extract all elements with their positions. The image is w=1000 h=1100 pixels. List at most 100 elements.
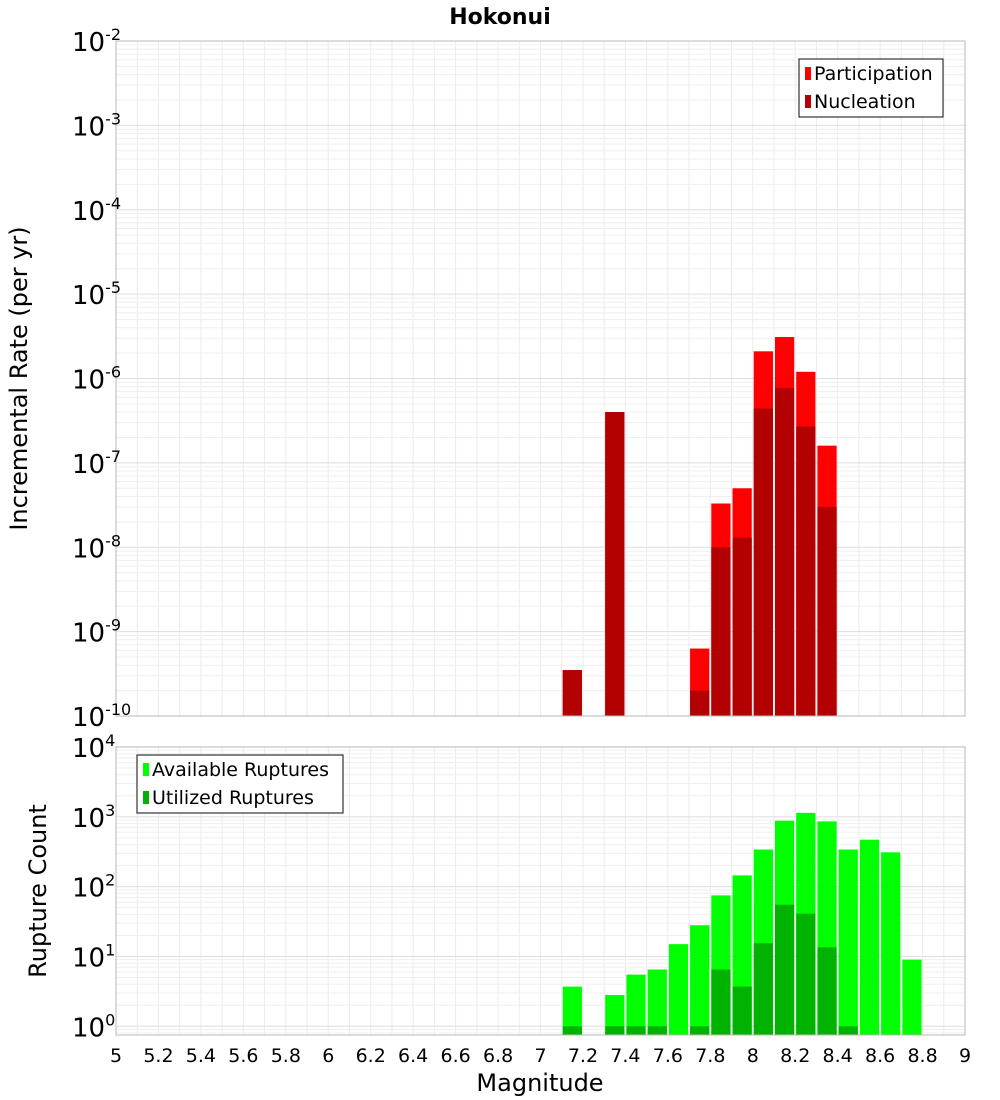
bottom-bar-available-ruptures (902, 959, 922, 1035)
top-bar-nucleation (562, 670, 582, 716)
bottom-bar-utilized-ruptures (626, 1026, 646, 1035)
x-tick-label: 8.6 (865, 1045, 895, 1067)
bottom-y-tick-label-exponent: 4 (105, 731, 115, 750)
bottom-y-tick-label-base: 10 (72, 874, 105, 904)
bottom-bar-utilized-ruptures (711, 969, 731, 1035)
bottom-y-tick-label: 104 (72, 731, 115, 764)
x-tick-label: 8 (747, 1045, 759, 1067)
top-bar-nucleation (732, 537, 752, 716)
bottom-legend-label: Available Ruptures (152, 759, 329, 781)
x-tick-label: 5.8 (271, 1045, 301, 1067)
x-tick-label: 7.2 (568, 1045, 598, 1067)
bottom-bar-available-ruptures (647, 969, 667, 1035)
x-axis-label: Magnitude (476, 1069, 603, 1097)
bottom-bar-utilized-ruptures (774, 904, 795, 1035)
x-tick-label: 6.2 (356, 1045, 386, 1067)
x-tick-label: 8.8 (907, 1045, 937, 1067)
bottom-bar-utilized-ruptures (753, 943, 773, 1035)
bottom-y-tick-label: 102 (72, 871, 115, 904)
top-y-tick-label-base: 10 (72, 619, 105, 649)
top-y-tick-label-base: 10 (72, 366, 105, 396)
top-y-tick-label-exponent: -4 (105, 194, 121, 213)
x-tick-label: 7.4 (610, 1045, 640, 1067)
x-tick-label: 5.6 (228, 1045, 258, 1067)
x-tick-label: 9 (959, 1045, 971, 1067)
top-bar-nucleation (774, 388, 795, 716)
x-tick-label: 6 (322, 1045, 334, 1067)
top-y-tick-label: 10-7 (72, 447, 121, 480)
top-y-tick-label-exponent: -5 (105, 278, 121, 297)
bottom-bar-utilized-ruptures (562, 1026, 582, 1035)
bottom-y-tick-label: 103 (72, 801, 115, 834)
top-y-tick-label-exponent: -9 (105, 616, 121, 635)
top-plot-frame (115, 40, 966, 717)
top-bar-nucleation (711, 547, 731, 716)
top-y-tick-label-base: 10 (72, 450, 105, 480)
bottom-bar-utilized-ruptures (796, 913, 816, 1035)
bottom-bar-available-ruptures (668, 944, 689, 1035)
top-y-tick-label-base: 10 (72, 703, 105, 733)
bottom-y-axis-label: Rupture Count (24, 804, 52, 978)
top-y-tick-label-base: 10 (72, 197, 105, 227)
top-legend-box (798, 58, 944, 118)
bottom-bar-available-ruptures (859, 839, 880, 1035)
top-y-tick-label-exponent: -7 (105, 447, 121, 466)
bottom-legend-box (136, 754, 344, 814)
bottom-bar-utilized-ruptures (690, 1026, 710, 1035)
bottom-bar-available-ruptures (626, 974, 646, 1035)
top-y-tick-label: 10-10 (72, 700, 131, 733)
bottom-y-tick-label-base: 10 (72, 1013, 105, 1043)
top-y-tick-label-exponent: -6 (105, 363, 121, 382)
x-tick-label: 8.2 (780, 1045, 810, 1067)
top-bar-nucleation (753, 408, 773, 716)
x-tick-label: 6.8 (483, 1045, 513, 1067)
top-bar-nucleation (690, 690, 710, 716)
top-y-tick-label-base: 10 (72, 112, 105, 142)
bottom-bar-utilized-ruptures (647, 1026, 667, 1035)
top-y-tick-label-exponent: -10 (105, 700, 131, 719)
top-y-tick-label: 10-6 (72, 363, 121, 396)
bottom-bar-available-ruptures (838, 849, 858, 1035)
bottom-bar-available-ruptures (881, 852, 901, 1035)
top-y-tick-label: 10-4 (72, 194, 121, 227)
top-y-tick-label: 10-3 (72, 109, 121, 142)
top-bar-nucleation (796, 426, 816, 716)
bottom-y-tick-label-base: 10 (72, 734, 105, 764)
x-tick-label: 5.2 (143, 1045, 173, 1067)
top-y-tick-label-exponent: -2 (105, 25, 121, 44)
top-legend-label: Participation (814, 63, 933, 85)
bottom-y-tick-label: 100 (72, 1010, 115, 1043)
bottom-y-tick-label-exponent: 0 (105, 1010, 115, 1029)
bottom-y-tick-label-exponent: 2 (105, 871, 115, 890)
top-bar-nucleation (817, 506, 837, 716)
top-y-tick-label-base: 10 (72, 534, 105, 564)
chart-title: Hokonui (449, 5, 551, 30)
bottom-bar-utilized-ruptures (605, 1026, 625, 1035)
bottom-bar-available-ruptures (605, 995, 625, 1035)
bottom-y-tick-label: 101 (72, 940, 115, 973)
top-legend-swatch (805, 67, 811, 80)
bottom-y-tick-label-base: 10 (72, 943, 105, 973)
top-y-tick-label-exponent: -3 (105, 109, 121, 128)
bottom-bar-available-ruptures (690, 925, 710, 1035)
top-legend-label: Nucleation (814, 91, 916, 113)
bottom-y-tick-label-exponent: 3 (105, 801, 115, 820)
top-y-tick-label-exponent: -8 (105, 531, 121, 550)
x-tick-label: 7.6 (653, 1045, 683, 1067)
x-tick-label: 7 (534, 1045, 546, 1067)
top-bar-nucleation (605, 412, 625, 716)
bottom-legend-swatch (143, 763, 149, 776)
bottom-plot-frame (115, 746, 966, 1036)
top-y-tick-label-base: 10 (72, 281, 105, 311)
top-y-tick-label: 10-5 (72, 278, 121, 311)
bottom-bar-utilized-ruptures (838, 1026, 858, 1035)
x-tick-label: 8.4 (823, 1045, 853, 1067)
x-tick-label: 5.4 (186, 1045, 216, 1067)
x-tick-label: 7.8 (695, 1045, 725, 1067)
bottom-y-tick-label-base: 10 (72, 804, 105, 834)
x-tick-label: 6.4 (398, 1045, 428, 1067)
top-y-tick-label-base: 10 (72, 28, 105, 58)
bottom-bar-utilized-ruptures (817, 947, 837, 1035)
